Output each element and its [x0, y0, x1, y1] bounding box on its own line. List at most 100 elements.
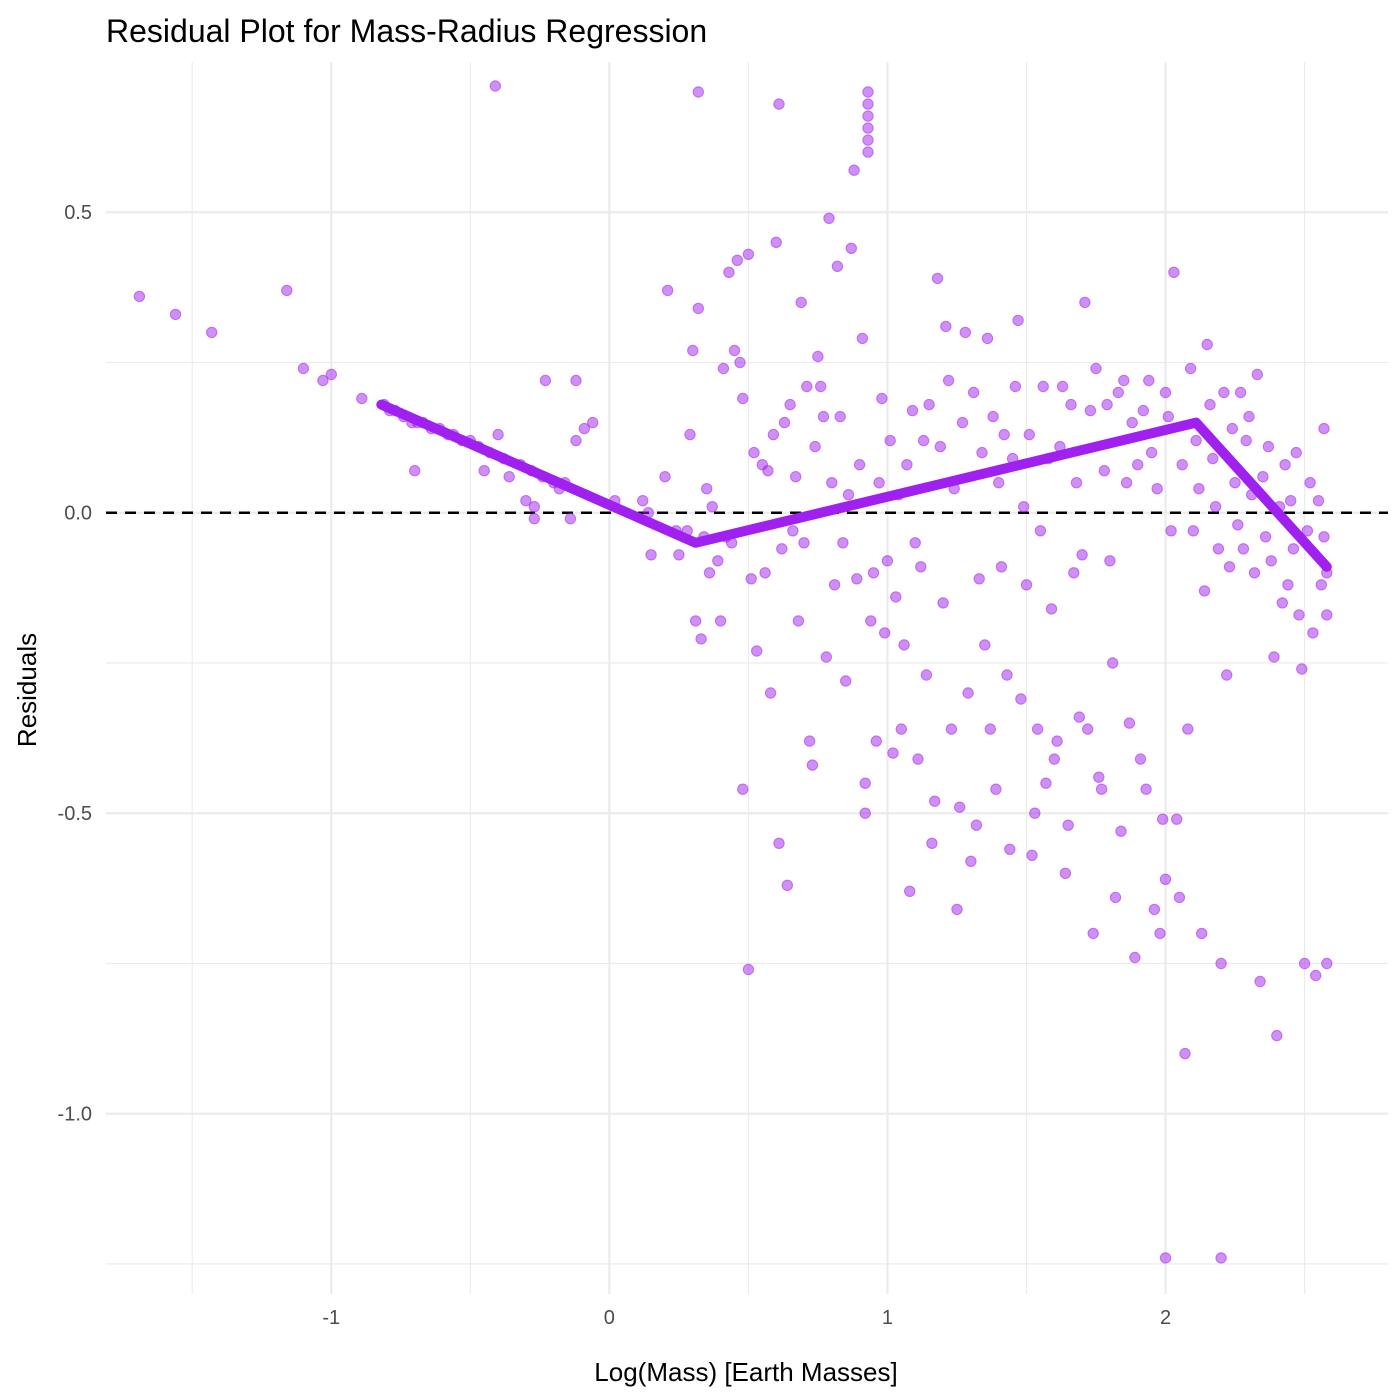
residual-point: [1318, 531, 1330, 543]
residual-point: [767, 428, 780, 441]
x-axis-title: Log(Mass) [Earth Masses]: [594, 1357, 897, 1387]
residual-point: [1204, 398, 1216, 411]
residual-point: [1187, 525, 1200, 537]
residual-point: [859, 807, 871, 819]
residual-point: [1018, 501, 1030, 513]
residual-point: [1126, 416, 1138, 429]
residual-point: [770, 236, 782, 249]
residual-point: [742, 248, 755, 261]
residual-point: [1279, 459, 1291, 471]
residual-point: [1151, 483, 1163, 495]
residual-point: [723, 266, 735, 278]
residual-point: [528, 501, 540, 513]
residual-point: [851, 573, 863, 585]
residual-point: [1318, 422, 1330, 435]
residual-point: [570, 434, 582, 447]
residual-point: [662, 284, 674, 297]
residual-point: [1304, 477, 1316, 489]
residual-point: [773, 837, 785, 849]
residual-point: [862, 122, 874, 134]
residual-point: [998, 428, 1010, 441]
residual-point: [781, 879, 793, 891]
residual-point: [1196, 927, 1208, 940]
residual-point: [1207, 452, 1219, 465]
residual-point: [803, 735, 816, 747]
residual-point: [759, 567, 771, 579]
residual-point: [956, 416, 969, 429]
residual-point: [489, 80, 501, 92]
residual-point: [317, 374, 329, 387]
y-axis-title: Residuals: [12, 633, 42, 747]
residual-point: [926, 837, 938, 849]
residual-point: [1062, 819, 1074, 831]
residual-point: [965, 855, 977, 867]
residual-point: [1157, 813, 1169, 825]
residual-point: [1193, 483, 1205, 495]
residual-point: [865, 615, 877, 627]
residual-point: [1040, 777, 1052, 789]
residual-point: [539, 374, 552, 387]
residual-point: [1134, 753, 1147, 765]
residual-point: [728, 344, 741, 357]
residual-points: [133, 80, 1333, 1264]
residual-point: [684, 428, 696, 441]
residual-point: [954, 801, 966, 813]
y-tick-label: 0.0: [64, 503, 92, 525]
residual-point: [1101, 398, 1113, 411]
residual-point: [784, 398, 796, 411]
residual-point: [1212, 543, 1225, 555]
residual-point: [692, 86, 704, 98]
residual-point: [1148, 903, 1161, 916]
residual-point: [859, 777, 871, 789]
residual-point: [1310, 969, 1322, 982]
residual-point: [1190, 434, 1202, 447]
residual-point: [951, 903, 963, 916]
residual-point: [1045, 603, 1058, 615]
residual-point: [645, 549, 657, 561]
residual-point: [1296, 663, 1308, 675]
residual-point: [940, 320, 952, 333]
residual-point: [1268, 651, 1280, 663]
residual-point: [1307, 627, 1319, 639]
residual-point: [1079, 296, 1091, 309]
residual-point: [1132, 459, 1144, 471]
residual-point: [890, 591, 902, 603]
residual-point: [1031, 723, 1044, 735]
residual-point: [912, 753, 924, 765]
residual-point: [1159, 1252, 1172, 1264]
residual-point: [1184, 362, 1197, 375]
residual-point: [862, 110, 874, 122]
residual-point: [934, 440, 946, 453]
residual-point: [1229, 477, 1241, 489]
residual-point: [478, 465, 490, 477]
residual-point: [1282, 579, 1294, 591]
residual-point: [1251, 368, 1264, 381]
residual-point: [828, 579, 841, 591]
residual-point: [862, 134, 874, 146]
residual-point: [1315, 579, 1328, 591]
residual-point: [1098, 465, 1111, 477]
residual-point: [745, 573, 757, 585]
residual-point: [1048, 753, 1061, 765]
residual-point: [1226, 422, 1239, 435]
residual-point: [714, 615, 727, 627]
residual-point: [790, 471, 802, 483]
residual-point: [1145, 446, 1158, 459]
residual-point: [826, 477, 838, 489]
residual-point: [1015, 693, 1027, 705]
residual-point: [1312, 495, 1325, 507]
residual-point: [689, 615, 702, 627]
residual-point: [1171, 813, 1183, 825]
residual-point: [820, 651, 832, 663]
residual-point: [967, 386, 980, 399]
residual-point: [815, 380, 827, 393]
residual-point: [659, 471, 671, 483]
residual-point: [917, 434, 930, 447]
residual-point: [1120, 477, 1133, 489]
residual-point: [1095, 783, 1108, 795]
x-tick-label: 2: [1160, 1307, 1171, 1329]
residual-point: [901, 459, 913, 471]
residual-point: [1104, 555, 1116, 567]
residual-point: [169, 308, 182, 321]
